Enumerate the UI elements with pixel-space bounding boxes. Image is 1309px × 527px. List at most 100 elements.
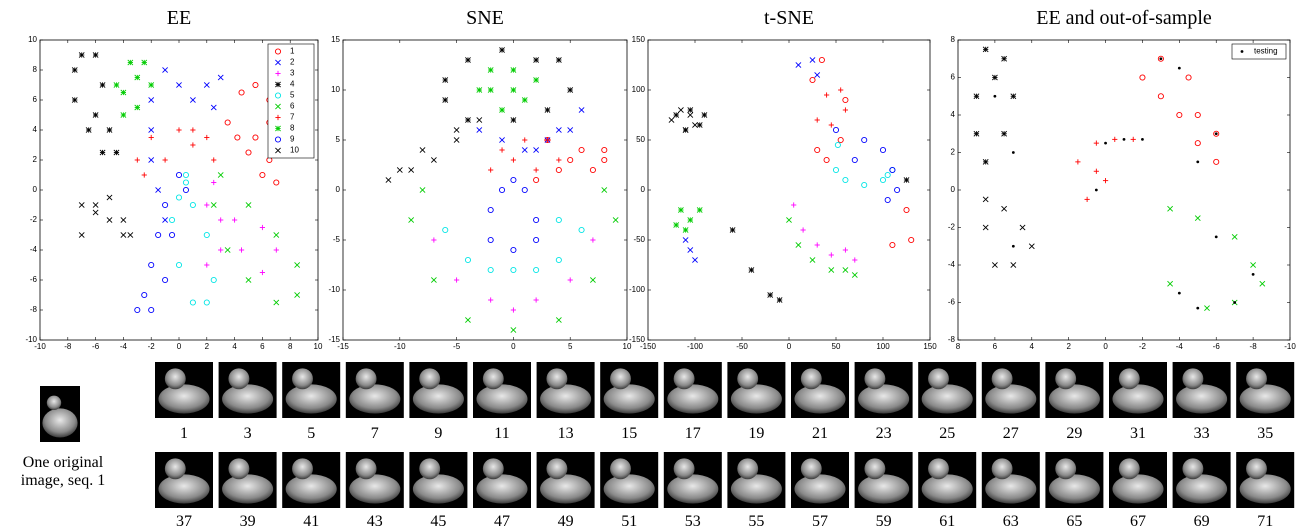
frame-label: 45 — [430, 513, 446, 527]
duck-head — [356, 458, 377, 479]
point — [93, 52, 98, 57]
x-tick-label: -8 — [64, 342, 72, 351]
x-tick-label: 6 — [260, 342, 265, 351]
marker-dot — [1215, 132, 1218, 135]
x-tick-label: 5 — [568, 342, 573, 351]
legend-label: 4 — [290, 80, 295, 89]
duck-head — [483, 458, 504, 479]
point — [488, 67, 493, 72]
y-tick-label: 150 — [632, 35, 646, 44]
frame-label: 53 — [685, 513, 701, 527]
duck-body — [222, 384, 273, 413]
frame-label: 51 — [621, 513, 637, 527]
point — [1196, 160, 1199, 163]
frame-label: 71 — [1257, 513, 1273, 527]
chart-title: SNE — [466, 7, 504, 29]
x-tick-label: -10 — [394, 342, 406, 351]
thumbnail — [600, 362, 658, 418]
point — [534, 57, 539, 62]
duck-body — [286, 384, 337, 413]
plot-frame — [343, 40, 627, 340]
duck-head — [674, 458, 695, 479]
thumbnail — [727, 452, 785, 508]
marker-dot — [1095, 189, 1098, 192]
y-tick-label: 50 — [636, 135, 645, 144]
duck-body — [1176, 384, 1227, 413]
point — [674, 112, 679, 117]
thumbnail — [791, 452, 849, 508]
thumbnail — [537, 452, 595, 508]
point — [1215, 235, 1218, 238]
duck-body — [476, 474, 527, 503]
y-tick-label: 2 — [33, 155, 38, 164]
y-tick-label: 10 — [331, 85, 340, 94]
thumbnail — [982, 452, 1040, 508]
frame-label: 11 — [494, 425, 509, 442]
x-tick-label: -6 — [92, 342, 100, 351]
y-tick-label: 4 — [33, 125, 38, 134]
frame-label: 7 — [371, 425, 379, 442]
y-tick-label: -6 — [30, 275, 38, 284]
x-tick-label: 2 — [1066, 342, 1071, 351]
y-tick-label: 8 — [33, 65, 38, 74]
duck-body — [794, 384, 845, 413]
point — [992, 75, 997, 80]
caption-line: image, seq. 1 — [21, 472, 105, 489]
thumbnail — [855, 362, 913, 418]
point — [1178, 292, 1181, 295]
point — [534, 77, 539, 82]
y-tick-label: 0 — [33, 185, 38, 194]
point — [72, 67, 77, 72]
point — [522, 97, 527, 102]
duck-body — [731, 474, 782, 503]
frame-label: 1 — [180, 425, 188, 442]
thumbnail — [1109, 362, 1167, 418]
marker-dot — [1196, 160, 1199, 163]
marker-dot — [1196, 307, 1199, 310]
point — [1011, 94, 1016, 99]
point — [79, 52, 84, 57]
x-tick-label: 0 — [1103, 342, 1108, 351]
thumbnail — [918, 452, 976, 508]
duck-body — [540, 474, 591, 503]
thumbnail — [1236, 452, 1294, 508]
duck-body — [1049, 384, 1100, 413]
x-tick-label: 6 — [993, 342, 998, 351]
thumbnail — [982, 362, 1040, 418]
point — [443, 97, 448, 102]
y-tick-label: -10 — [328, 285, 340, 294]
page: EE-10-8-6-4-20246810-10-8-6-4-2024681012… — [0, 0, 1309, 527]
duck-head — [1182, 368, 1203, 389]
frame-label: 5 — [307, 425, 315, 442]
thumbnail — [282, 362, 340, 418]
x-tick-label: -6 — [1213, 342, 1221, 351]
thumbnail — [1173, 452, 1231, 508]
duck-head — [228, 458, 249, 479]
duck-head — [292, 368, 313, 389]
duck-head — [292, 458, 313, 479]
y-tick-label: -8 — [30, 305, 38, 314]
marker-dot — [1123, 138, 1126, 141]
x-tick-label: -4 — [1176, 342, 1184, 351]
point — [697, 122, 702, 127]
thumbnail — [155, 362, 213, 418]
frame-label: 13 — [558, 425, 574, 442]
thumbnail — [1236, 362, 1294, 418]
point — [107, 127, 112, 132]
y-tick-label: 100 — [632, 85, 646, 94]
y-tick-label: -15 — [328, 335, 340, 344]
legend-label: 2 — [290, 58, 295, 67]
point — [488, 87, 493, 92]
y-tick-label: 6 — [33, 95, 38, 104]
frame-label: 49 — [558, 513, 574, 527]
frame-label: 39 — [240, 513, 256, 527]
point — [1252, 273, 1255, 276]
duck-head — [864, 458, 885, 479]
marker-dot — [1215, 235, 1218, 238]
y-tick-label: 10 — [28, 35, 37, 44]
marker-dot — [1012, 245, 1015, 248]
plot-frame — [958, 40, 1290, 340]
marker-dot — [993, 95, 996, 98]
x-tick-label: 150 — [923, 342, 937, 351]
point — [100, 150, 105, 155]
